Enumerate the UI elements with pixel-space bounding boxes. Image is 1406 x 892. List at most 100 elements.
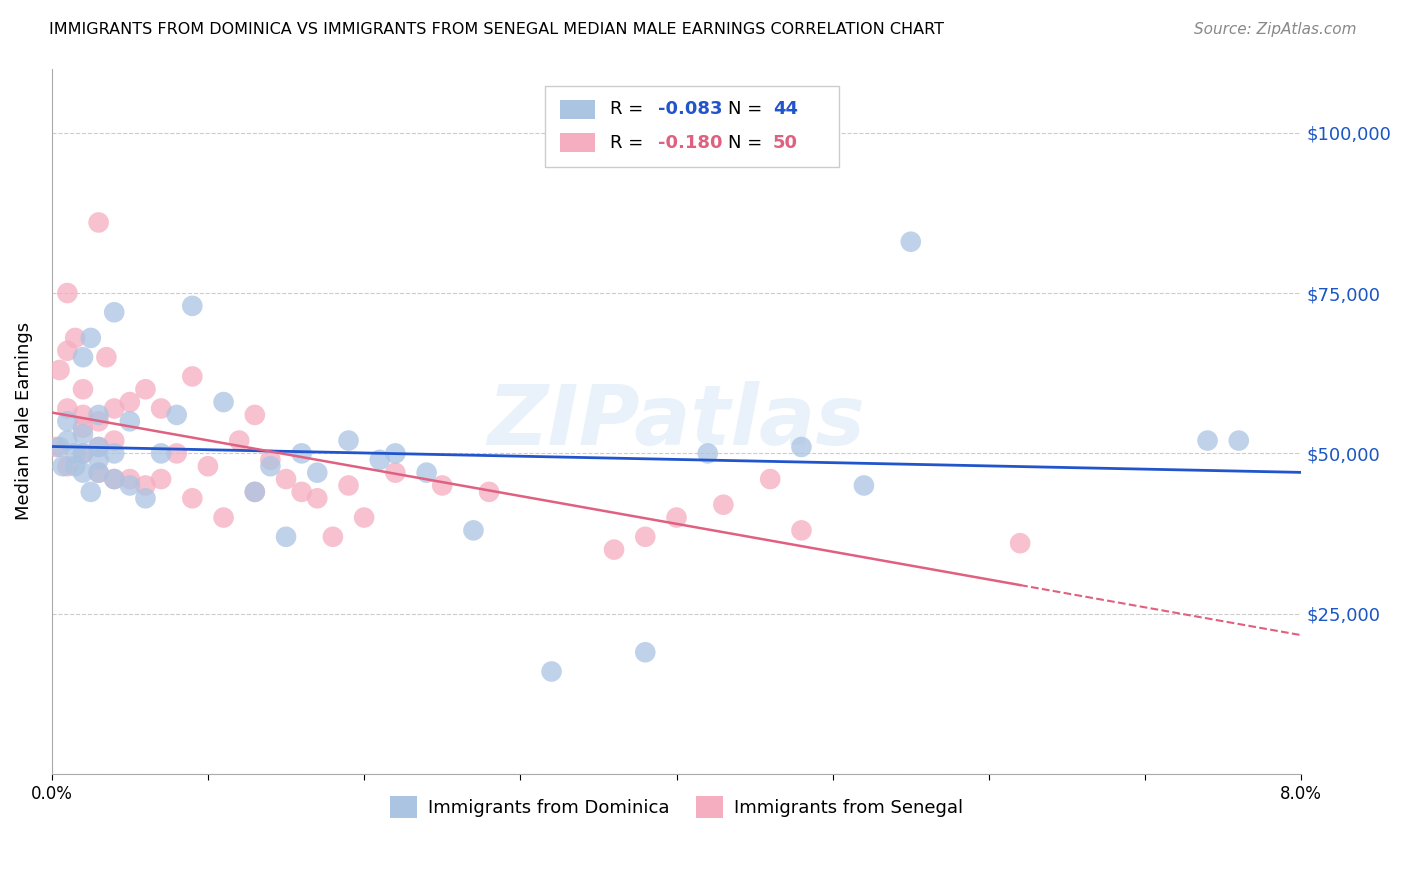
Point (900, 235, 922, 249)
Point (463, 524, 485, 538)
Point (63, 331, 86, 345)
Text: 44: 44 (773, 101, 797, 119)
Point (790, 440, 813, 454)
Point (243, 484, 266, 499)
Point (72, 427, 94, 442)
Point (852, 478, 875, 492)
Text: N =: N = (728, 101, 768, 119)
Point (150, 401, 173, 416)
Text: ZIPatlas: ZIPatlas (488, 381, 866, 462)
Y-axis label: Median Male Earnings: Median Male Earnings (15, 322, 32, 520)
Point (307, 466, 329, 480)
Point (307, 491, 329, 506)
Point (384, 446, 406, 460)
Point (118, 478, 141, 492)
Point (432, 478, 454, 492)
Point (181, 299, 204, 313)
Text: R =: R = (610, 134, 650, 152)
Point (72, 382, 94, 396)
Point (80, 331, 103, 345)
Point (150, 472, 173, 486)
Point (696, 446, 718, 460)
Point (1010, 536, 1032, 550)
FancyBboxPatch shape (546, 87, 839, 168)
Point (665, 510, 688, 524)
Point (291, 446, 314, 460)
Point (166, 408, 188, 422)
Point (56, 459, 79, 474)
Point (134, 491, 156, 506)
Point (243, 484, 266, 499)
Text: 50: 50 (773, 134, 797, 152)
Point (134, 478, 156, 492)
Point (212, 510, 235, 524)
Point (56, 286, 79, 301)
Point (212, 395, 235, 409)
Point (63, 446, 86, 460)
Point (63, 459, 86, 474)
Point (759, 472, 782, 486)
Point (87, 440, 110, 454)
Text: -0.083: -0.083 (658, 101, 723, 119)
Point (166, 446, 188, 460)
FancyBboxPatch shape (561, 100, 595, 120)
Text: R =: R = (610, 101, 650, 119)
Point (118, 395, 141, 409)
Point (150, 446, 173, 460)
Point (134, 382, 156, 396)
Point (52, 459, 75, 474)
Point (72, 350, 94, 364)
Point (790, 524, 813, 538)
Point (181, 369, 204, 384)
Text: -0.180: -0.180 (658, 134, 723, 152)
FancyBboxPatch shape (561, 133, 595, 153)
Point (118, 414, 141, 428)
Point (87, 466, 110, 480)
Point (415, 466, 437, 480)
Point (103, 305, 125, 319)
Point (80, 484, 103, 499)
Point (48, 363, 70, 377)
Point (87, 452, 110, 467)
Point (634, 645, 657, 659)
Point (1197, 434, 1219, 448)
Point (259, 452, 281, 467)
Point (228, 434, 250, 448)
Text: IMMIGRANTS FROM DOMINICA VS IMMIGRANTS FROM SENEGAL MEDIAN MALE EARNINGS CORRELA: IMMIGRANTS FROM DOMINICA VS IMMIGRANTS F… (49, 22, 945, 37)
Point (540, 665, 562, 679)
Point (87, 440, 110, 454)
Point (384, 466, 406, 480)
Point (291, 484, 314, 499)
Point (48, 440, 70, 454)
Point (103, 446, 125, 460)
Point (56, 343, 79, 358)
Point (103, 434, 125, 448)
Point (322, 530, 344, 544)
Point (87, 408, 110, 422)
Point (353, 510, 375, 524)
Point (56, 434, 79, 448)
Point (478, 484, 501, 499)
Point (56, 414, 79, 428)
Point (711, 498, 734, 512)
Point (259, 459, 281, 474)
Point (96, 350, 118, 364)
Point (337, 434, 360, 448)
Point (197, 459, 219, 474)
Point (181, 491, 204, 506)
Point (103, 472, 125, 486)
Point (72, 421, 94, 435)
Point (634, 530, 657, 544)
Point (103, 401, 125, 416)
Point (368, 452, 391, 467)
Point (72, 408, 94, 422)
Point (274, 530, 297, 544)
Text: N =: N = (728, 134, 768, 152)
Point (72, 446, 94, 460)
Point (1227, 434, 1250, 448)
Point (118, 472, 141, 486)
Point (87, 215, 110, 229)
Point (603, 542, 626, 557)
Point (72, 466, 94, 480)
Point (56, 401, 79, 416)
